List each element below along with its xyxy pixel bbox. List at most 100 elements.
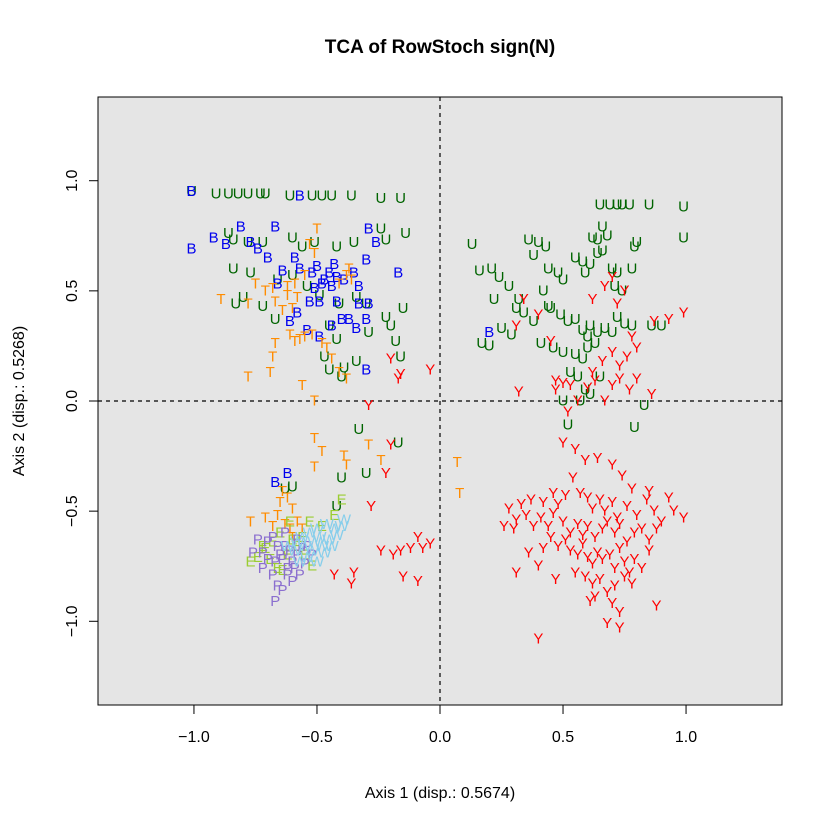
point-y-13: Y — [349, 564, 359, 581]
point-u-115: U — [607, 324, 618, 341]
point-u-97: U — [644, 196, 655, 213]
point-t-27: T — [327, 351, 336, 368]
point-y-114: Y — [583, 549, 593, 566]
point-y-65: Y — [548, 485, 558, 502]
point-y-79: Y — [649, 503, 659, 520]
point-t-3: T — [344, 260, 353, 277]
point-u-96: U — [624, 196, 635, 213]
point-y-52: Y — [619, 282, 629, 299]
point-y-36: Y — [624, 382, 634, 399]
point-u-73: U — [543, 298, 554, 315]
point-y-77: Y — [632, 507, 642, 524]
point-b-45: B — [484, 324, 494, 341]
point-t-22: T — [295, 331, 304, 348]
point-b-14: B — [307, 265, 317, 282]
point-u-75: U — [533, 234, 544, 251]
point-b-0: B — [186, 183, 196, 200]
point-y-133: Y — [627, 575, 637, 592]
point-y-35: Y — [615, 371, 625, 388]
point-u-39: U — [380, 309, 391, 326]
point-u-33: U — [270, 311, 281, 328]
point-y-140: Y — [538, 540, 548, 557]
point-y-11: Y — [396, 542, 406, 559]
point-u-42: U — [390, 333, 401, 350]
point-y-4: Y — [366, 498, 376, 515]
point-t-6: T — [335, 276, 344, 293]
point-u-136: U — [639, 397, 650, 414]
point-y-46: Y — [664, 311, 674, 328]
point-y-101: Y — [637, 520, 647, 537]
point-e-6: E — [268, 534, 278, 551]
point-b-42: B — [361, 252, 371, 269]
point-t-51: T — [293, 514, 302, 531]
point-y-125: Y — [644, 542, 654, 559]
point-w-13: W — [317, 545, 332, 562]
point-p-3: P — [263, 551, 273, 568]
point-u-59: U — [467, 236, 478, 253]
point-y-138: Y — [533, 558, 543, 575]
point-y-6: Y — [388, 547, 398, 564]
point-y-9: Y — [418, 540, 428, 557]
point-y-102: Y — [644, 531, 654, 548]
point-e-17: E — [260, 540, 270, 557]
point-u-27: U — [245, 265, 256, 282]
point-b-1: B — [186, 241, 196, 258]
point-w-2: W — [303, 525, 318, 542]
point-y-80: Y — [669, 503, 679, 520]
point-u-79: U — [553, 265, 564, 282]
point-u-130: U — [585, 386, 596, 403]
point-u-103: U — [612, 265, 623, 282]
point-b-6: B — [253, 241, 263, 258]
point-u-17: U — [257, 234, 268, 251]
point-y-110: Y — [560, 531, 570, 548]
point-e-12: E — [282, 547, 292, 564]
point-b-43: B — [393, 265, 403, 282]
point-u-101: U — [678, 230, 689, 247]
point-y-85: Y — [528, 518, 538, 535]
point-y-45: Y — [649, 313, 659, 330]
point-y-82: Y — [511, 512, 521, 529]
point-b-9: B — [273, 276, 283, 293]
point-u-9: U — [316, 188, 327, 205]
point-t-19: T — [216, 291, 225, 308]
point-b-35: B — [327, 318, 337, 335]
point-y-16: Y — [413, 573, 423, 590]
point-u-37: U — [351, 289, 362, 306]
point-y-124: Y — [637, 560, 647, 577]
point-p-13: P — [280, 538, 290, 555]
point-t-21: T — [300, 329, 309, 346]
point-t-34: T — [298, 377, 307, 394]
point-u-25: U — [400, 225, 411, 242]
point-u-53: U — [393, 434, 404, 451]
point-u-20: U — [309, 234, 320, 251]
point-u-102: U — [626, 260, 637, 277]
point-u-5: U — [255, 185, 266, 202]
point-y-37: Y — [632, 371, 642, 388]
point-y-117: Y — [597, 551, 607, 568]
point-y-41: Y — [607, 344, 617, 361]
point-y-83: Y — [516, 496, 526, 513]
point-t-24: T — [285, 326, 294, 343]
point-y-108: Y — [546, 529, 556, 546]
point-b-28: B — [332, 293, 342, 310]
point-p-2: P — [258, 545, 268, 562]
point-y-137: Y — [551, 571, 561, 588]
point-u-13: U — [395, 190, 406, 207]
point-b-44: B — [361, 362, 371, 379]
point-u-21: U — [331, 238, 342, 255]
point-y-109: Y — [553, 538, 563, 555]
point-u-134: U — [646, 318, 657, 335]
point-p-17: P — [287, 573, 297, 590]
point-u-68: U — [496, 320, 507, 337]
point-t-7: T — [300, 267, 309, 284]
point-p-24: P — [248, 545, 258, 562]
point-t-38: T — [310, 459, 319, 476]
point-y-57: Y — [592, 450, 602, 467]
point-u-88: U — [597, 243, 608, 260]
point-y-17: Y — [393, 371, 403, 388]
point-t-12: T — [288, 300, 297, 317]
point-y-10: Y — [425, 536, 435, 553]
point-u-46: U — [319, 348, 330, 365]
point-t-57: T — [455, 485, 464, 502]
